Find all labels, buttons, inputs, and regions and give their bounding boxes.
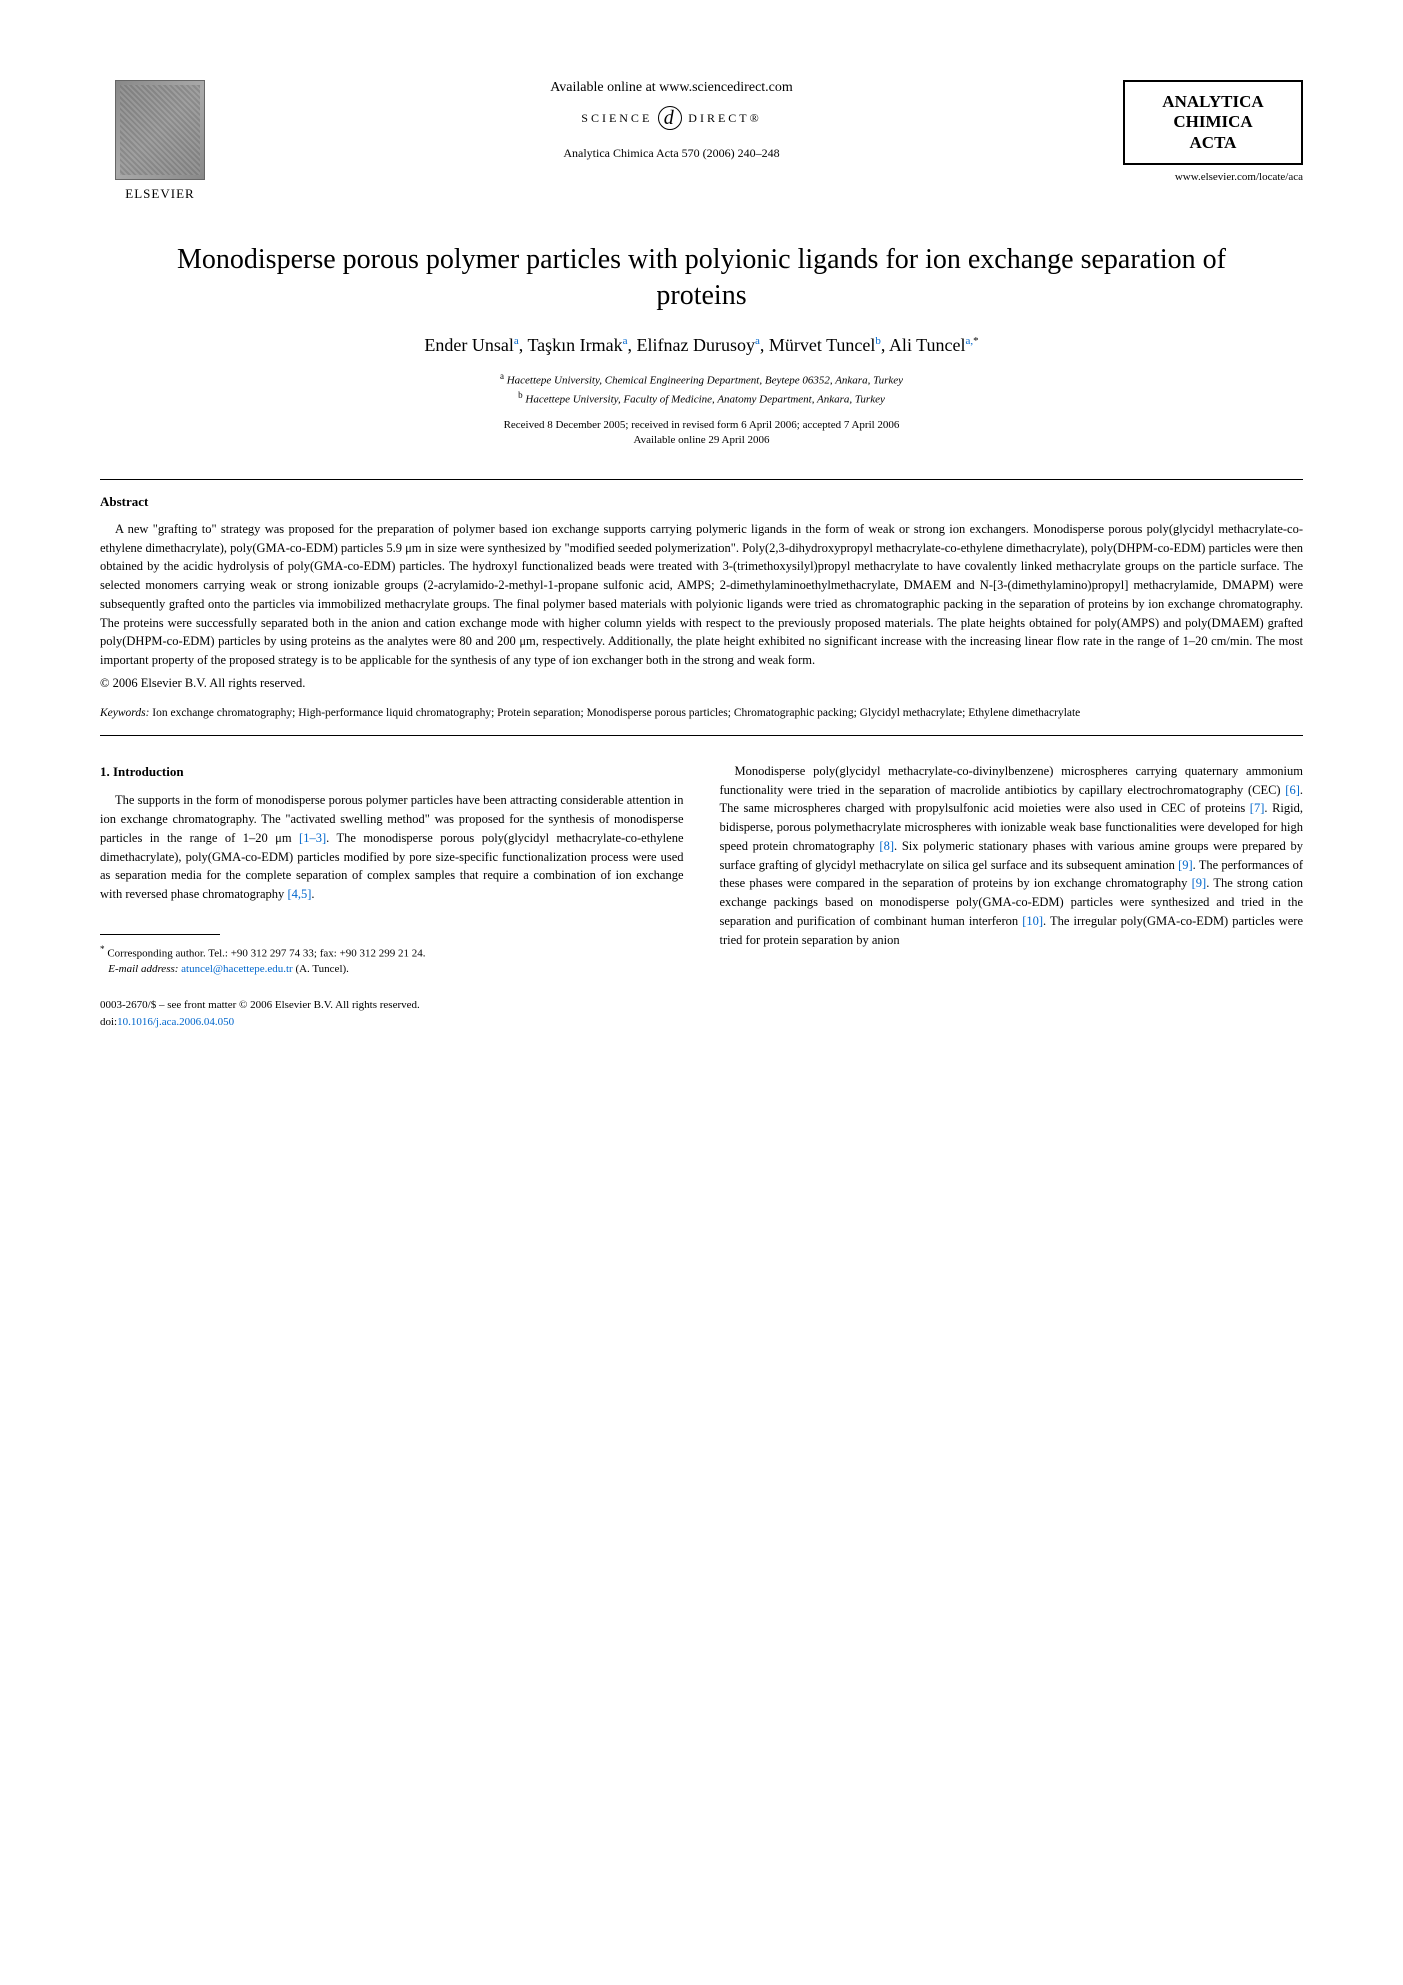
author-2: Taşkın Irmak — [527, 335, 622, 355]
author-3-aff: a — [755, 335, 760, 347]
sciencedirect-logo: SCIENCE d DIRECT® — [581, 106, 761, 130]
rule-bottom — [100, 735, 1303, 736]
author-2-aff: a — [623, 335, 628, 347]
keywords-label: Keywords: — [100, 707, 149, 719]
author-5: Ali Tuncel — [889, 335, 966, 355]
rule-top — [100, 479, 1303, 480]
footnote-separator — [100, 934, 220, 935]
intro-p1c: . — [311, 887, 314, 901]
ref-7[interactable]: [7] — [1250, 801, 1265, 815]
dates-line2: Available online 29 April 2006 — [633, 434, 769, 446]
ref-4-5[interactable]: [4,5] — [287, 887, 311, 901]
doi-link[interactable]: 10.1016/j.aca.2006.04.050 — [117, 1016, 234, 1028]
column-right: Monodisperse poly(glycidyl methacrylate-… — [720, 762, 1304, 1030]
dates-line1: Received 8 December 2005; received in re… — [504, 419, 900, 431]
ref-6[interactable]: [6] — [1285, 783, 1300, 797]
ref-1-3[interactable]: [1–3] — [299, 831, 326, 845]
article-dates: Received 8 December 2005; received in re… — [100, 418, 1303, 449]
journal-line2: CHIMICA — [1143, 112, 1283, 132]
journal-url: www.elsevier.com/locate/aca — [1123, 171, 1303, 183]
aff-b-text: Hacettepe University, Faculty of Medicin… — [525, 394, 884, 406]
elsevier-tree-icon — [115, 80, 205, 180]
affiliations: a Hacettepe University, Chemical Enginee… — [100, 370, 1303, 408]
footnote-email[interactable]: atuncel@hacettepe.edu.tr — [181, 963, 293, 975]
doi-prefix: doi: — [100, 1016, 117, 1028]
journal-line3: ACTA — [1143, 133, 1283, 153]
available-online-text: Available online at www.sciencedirect.co… — [240, 80, 1103, 96]
sd-text-left: SCIENCE — [581, 111, 652, 126]
center-header: Available online at www.sciencedirect.co… — [220, 80, 1123, 161]
footer-line1: 0003-2670/$ – see front matter © 2006 El… — [100, 999, 420, 1011]
journal-line1: ANALYTICA — [1143, 92, 1283, 112]
author-5-aff: a, — [965, 335, 973, 347]
author-4-aff: b — [875, 335, 881, 347]
intro-col2-p1: Monodisperse poly(glycidyl methacrylate-… — [720, 762, 1304, 950]
intro-p1: The supports in the form of monodisperse… — [100, 791, 684, 904]
article-title: Monodisperse porous polymer particles wi… — [160, 242, 1243, 315]
aff-a-text: Hacettepe University, Chemical Engineeri… — [507, 374, 903, 386]
ref-9b[interactable]: [9] — [1192, 876, 1207, 890]
column-left: 1. Introduction The supports in the form… — [100, 762, 684, 1030]
author-1-aff: a — [514, 335, 519, 347]
sd-text-right: DIRECT® — [688, 111, 761, 126]
journal-title-box: ANALYTICA CHIMICA ACTA — [1123, 80, 1303, 165]
authors-line: Ender Unsala, Taşkın Irmaka, Elifnaz Dur… — [100, 335, 1303, 356]
aff-b-label: b — [518, 390, 523, 400]
c2-p1a: Monodisperse poly(glycidyl methacrylate-… — [720, 764, 1304, 797]
publisher-block: ELSEVIER — [100, 80, 220, 202]
abstract-text: A new "grafting to" strategy was propose… — [100, 520, 1303, 670]
publisher-name: ELSEVIER — [125, 186, 194, 202]
footer-block: 0003-2670/$ – see front matter © 2006 El… — [100, 997, 684, 1030]
journal-block: ANALYTICA CHIMICA ACTA www.elsevier.com/… — [1123, 80, 1303, 183]
footnote-email-label: E-mail address: — [108, 963, 178, 975]
keywords-text: Ion exchange chromatography; High-perfor… — [152, 707, 1080, 719]
ref-9a[interactable]: [9] — [1178, 858, 1193, 872]
footnote-email-name: (A. Tuncel). — [295, 963, 348, 975]
abstract-copyright: © 2006 Elsevier B.V. All rights reserved… — [100, 676, 1303, 691]
sd-d-icon: d — [658, 106, 682, 130]
ref-8[interactable]: [8] — [879, 839, 894, 853]
page-header: ELSEVIER Available online at www.science… — [100, 80, 1303, 202]
abstract-heading: Abstract — [100, 494, 1303, 510]
corresponding-star: * — [973, 335, 979, 347]
intro-heading: 1. Introduction — [100, 762, 684, 782]
author-3: Elifnaz Durusoy — [637, 335, 755, 355]
corresponding-footnote: * Corresponding author. Tel.: +90 312 29… — [100, 943, 684, 977]
keywords-block: Keywords: Ion exchange chromatography; H… — [100, 705, 1303, 721]
citation-line: Analytica Chimica Acta 570 (2006) 240–24… — [240, 146, 1103, 161]
footnote-corr: Corresponding author. Tel.: +90 312 297 … — [107, 948, 425, 960]
author-1: Ender Unsal — [424, 335, 513, 355]
body-columns: 1. Introduction The supports in the form… — [100, 762, 1303, 1030]
author-4: Mürvet Tuncel — [769, 335, 876, 355]
ref-10[interactable]: [10] — [1022, 914, 1043, 928]
footnote-star: * — [100, 944, 105, 954]
aff-a-label: a — [500, 371, 504, 381]
